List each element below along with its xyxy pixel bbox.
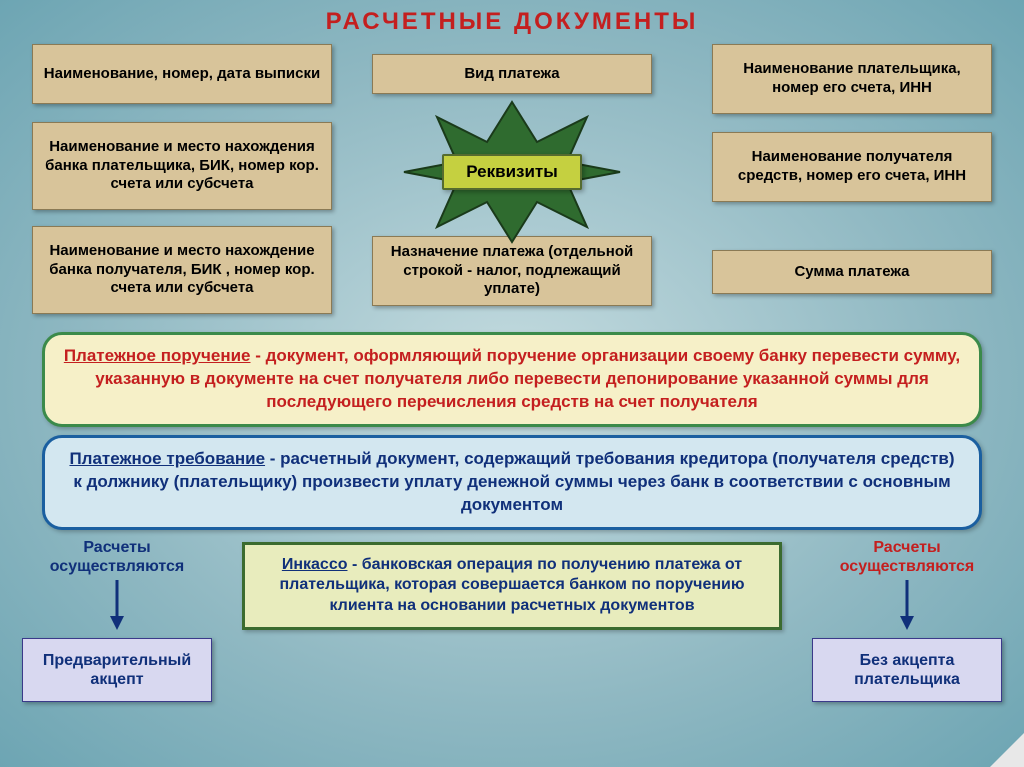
star-label: Реквизиты <box>442 154 582 190</box>
payment-order-lead: Платежное поручение <box>64 346 251 365</box>
left-side-label: Расчеты осуществляются <box>22 538 212 576</box>
payment-demand-definition: Платежное требование - расчетный докумен… <box>42 435 982 530</box>
box-name-number-date: Наименование, номер, дата выписки <box>32 44 332 104</box>
page-title: РАСЧЕТНЫЕ ДОКУМЕНТЫ <box>0 0 1024 36</box>
arrow-down-icon <box>897 580 917 630</box>
left-bottom-box: Предварительный акцепт <box>22 638 212 702</box>
box-payer-name: Наименование плательщика, номер его счет… <box>712 44 992 114</box>
star-center: Реквизиты <box>372 122 652 222</box>
right-bottom-box: Без акцепта плательщика <box>812 638 1002 702</box>
requisites-grid: Наименование, номер, дата выписки Вид пл… <box>32 44 992 324</box>
bottom-row: Расчеты осуществляются Предварительный а… <box>22 538 1002 703</box>
page-curl-icon <box>990 733 1024 767</box>
box-amount: Сумма платежа <box>712 250 992 294</box>
arrow-down-icon <box>107 580 127 630</box>
right-column: Расчеты осуществляются Без акцепта плате… <box>812 538 1002 703</box>
inkasso-rest: - банковская операция по получению плате… <box>279 556 744 615</box>
inkasso-definition: Инкассо - банковская операция по получен… <box>242 542 782 630</box>
box-recipient-bank: Наименование и место нахождение банка по… <box>32 226 332 314</box>
box-payment-type: Вид платежа <box>372 54 652 94</box>
inkasso-lead: Инкассо <box>282 556 348 573</box>
box-payer-bank: Наименование и место нахождения банка пл… <box>32 122 332 210</box>
left-column: Расчеты осуществляются Предварительный а… <box>22 538 212 703</box>
payment-order-definition: Платежное поручение - документ, оформляю… <box>42 332 982 427</box>
right-side-label: Расчеты осуществляются <box>812 538 1002 576</box>
box-recipient-name: Наименование получателя средств, номер е… <box>712 132 992 202</box>
payment-demand-lead: Платежное требование <box>69 449 265 468</box>
